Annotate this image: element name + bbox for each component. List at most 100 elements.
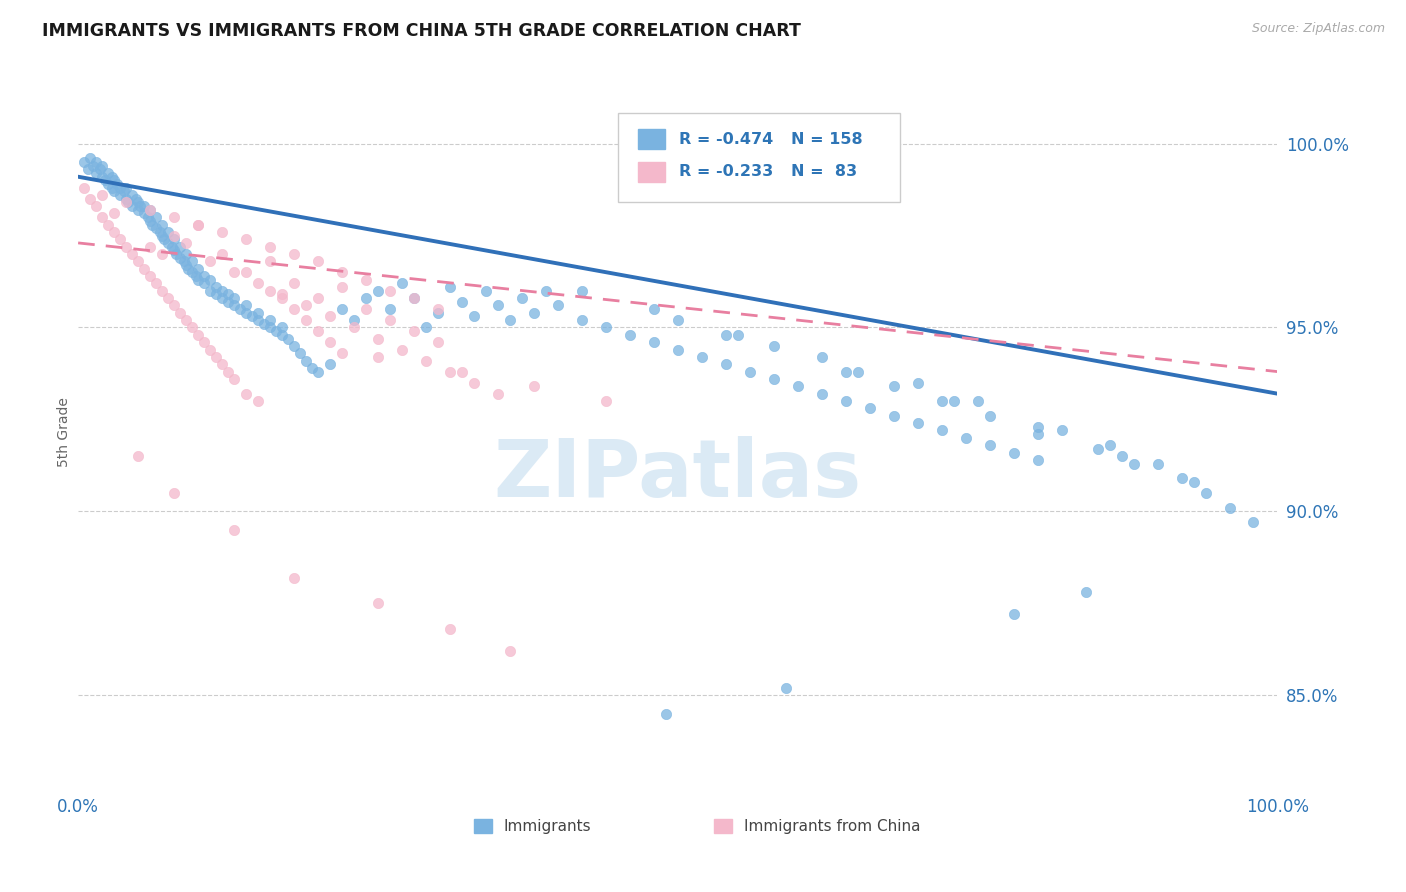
- Point: [966, 394, 988, 409]
- Point: [150, 284, 173, 298]
- Point: [121, 188, 143, 202]
- Point: [235, 265, 257, 279]
- Point: [330, 265, 353, 279]
- Point: [775, 681, 797, 695]
- Point: [139, 214, 162, 228]
- Point: [163, 486, 186, 500]
- Point: [181, 320, 204, 334]
- Point: [727, 327, 749, 342]
- Point: [1087, 442, 1109, 456]
- Point: [571, 313, 593, 327]
- Point: [307, 324, 329, 338]
- Point: [271, 287, 294, 301]
- Point: [169, 306, 191, 320]
- Point: [762, 372, 785, 386]
- Point: [193, 268, 215, 283]
- Point: [139, 202, 162, 217]
- Point: [127, 449, 149, 463]
- Bar: [638, 129, 665, 149]
- Text: Immigrants: Immigrants: [503, 819, 592, 834]
- Point: [163, 244, 186, 258]
- Point: [426, 335, 449, 350]
- Point: [307, 254, 329, 268]
- Point: [259, 320, 281, 334]
- Point: [150, 218, 173, 232]
- Point: [343, 313, 366, 327]
- Text: N = 158: N = 158: [790, 132, 862, 146]
- Point: [1218, 500, 1240, 515]
- Point: [84, 155, 107, 169]
- Point: [655, 706, 678, 721]
- Point: [247, 277, 270, 291]
- Point: [330, 346, 353, 360]
- Point: [367, 596, 389, 610]
- Point: [174, 235, 197, 250]
- Point: [222, 523, 245, 537]
- Bar: [474, 819, 492, 833]
- Point: [1002, 607, 1025, 622]
- Point: [97, 218, 120, 232]
- Point: [108, 180, 131, 194]
- Point: [211, 247, 233, 261]
- Point: [160, 239, 183, 253]
- Point: [198, 273, 221, 287]
- Point: [240, 310, 263, 324]
- Point: [319, 310, 342, 324]
- Text: R = -0.474: R = -0.474: [679, 132, 773, 146]
- Point: [439, 365, 461, 379]
- Point: [259, 284, 281, 298]
- Point: [1002, 445, 1025, 459]
- Point: [883, 409, 905, 423]
- Point: [121, 199, 143, 213]
- Text: Immigrants from China: Immigrants from China: [744, 819, 921, 834]
- Point: [205, 280, 228, 294]
- Point: [132, 261, 155, 276]
- Point: [103, 206, 125, 220]
- Point: [354, 273, 377, 287]
- Point: [979, 438, 1001, 452]
- Point: [177, 261, 200, 276]
- Point: [277, 332, 299, 346]
- Point: [1098, 438, 1121, 452]
- Point: [378, 284, 401, 298]
- Point: [193, 277, 215, 291]
- Point: [475, 284, 498, 298]
- Point: [283, 339, 305, 353]
- Point: [1074, 585, 1097, 599]
- Point: [391, 277, 413, 291]
- Point: [127, 254, 149, 268]
- Point: [187, 261, 209, 276]
- Point: [259, 254, 281, 268]
- Point: [121, 247, 143, 261]
- Point: [211, 291, 233, 305]
- Point: [217, 287, 239, 301]
- Point: [426, 302, 449, 317]
- Point: [391, 343, 413, 357]
- Point: [91, 188, 114, 202]
- Point: [205, 287, 228, 301]
- Point: [439, 622, 461, 636]
- Point: [139, 202, 162, 217]
- Point: [402, 291, 425, 305]
- Point: [222, 291, 245, 305]
- Point: [93, 173, 115, 187]
- Point: [499, 313, 522, 327]
- Point: [103, 173, 125, 187]
- Point: [105, 177, 128, 191]
- Point: [271, 291, 294, 305]
- Bar: [714, 819, 731, 833]
- Point: [415, 320, 437, 334]
- Point: [714, 327, 737, 342]
- Point: [271, 320, 294, 334]
- Point: [205, 350, 228, 364]
- Point: [451, 294, 474, 309]
- Point: [174, 258, 197, 272]
- Point: [222, 265, 245, 279]
- Point: [307, 291, 329, 305]
- Point: [108, 232, 131, 246]
- Point: [1182, 475, 1205, 489]
- Point: [193, 335, 215, 350]
- Point: [810, 350, 832, 364]
- Point: [835, 365, 858, 379]
- Point: [643, 335, 665, 350]
